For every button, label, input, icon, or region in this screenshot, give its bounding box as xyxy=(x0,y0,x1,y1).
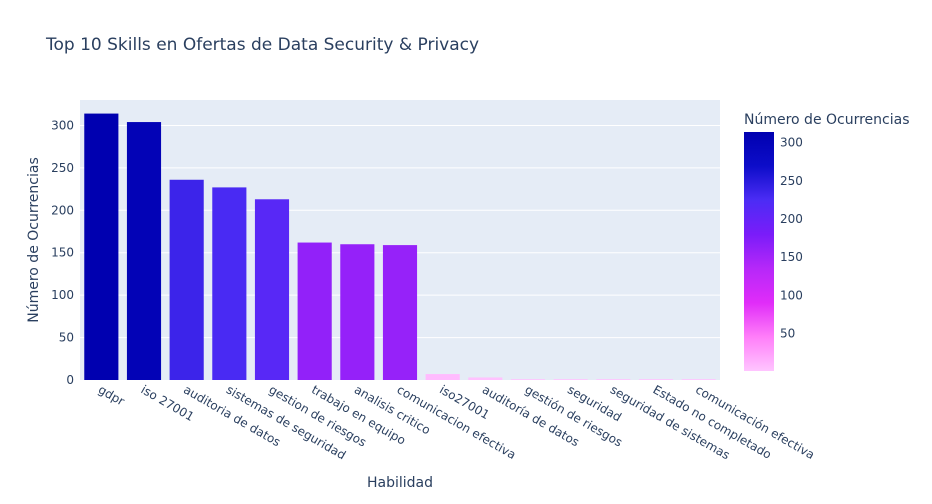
y-tick-label: 50 xyxy=(59,331,74,345)
colorbar-gradient xyxy=(744,132,774,371)
y-tick-label: 250 xyxy=(51,161,74,175)
bar[interactable] xyxy=(596,379,631,380)
bar[interactable] xyxy=(382,245,418,380)
colorbar-title: Número de Ocurrencias xyxy=(744,112,910,128)
y-tick-label: 200 xyxy=(51,203,74,217)
bar[interactable] xyxy=(340,244,375,380)
bar[interactable] xyxy=(212,187,247,380)
colorbar-tick-label: 150 xyxy=(780,250,803,264)
bar[interactable] xyxy=(425,374,460,380)
bar[interactable] xyxy=(254,199,290,380)
bar[interactable] xyxy=(468,377,503,380)
colorbar-tick-label: 50 xyxy=(780,327,795,341)
bar[interactable] xyxy=(638,379,674,380)
bar[interactable] xyxy=(297,242,332,380)
y-axis-title: Número de Ocurrencias xyxy=(26,157,42,323)
x-axis-title: Habilidad xyxy=(367,475,433,491)
y-axis-ticks: 0 50 100 150 200 250 300 xyxy=(51,118,74,387)
colorbar: Número de Ocurrencias 50 100 150 200 250 300 xyxy=(744,112,910,371)
y-tick-label: 150 xyxy=(51,246,74,260)
colorbar-tick-label: 300 xyxy=(780,136,803,150)
bar[interactable] xyxy=(84,113,119,381)
colorbar-tick-label: 100 xyxy=(780,288,803,302)
bar[interactable] xyxy=(169,179,204,380)
colorbar-tick-label: 250 xyxy=(780,174,803,188)
colorbar-ticks: 50 100 150 200 250 300 xyxy=(780,136,803,341)
bar[interactable] xyxy=(126,122,162,380)
colorbar-tick-label: 200 xyxy=(780,212,803,226)
bars xyxy=(84,113,716,381)
y-tick-label: 100 xyxy=(51,288,74,302)
bar[interactable] xyxy=(510,379,546,380)
chart-title: Top 10 Skills en Ofertas de Data Securit… xyxy=(45,35,479,55)
y-tick-label: 300 xyxy=(51,118,74,132)
y-tick-label: 0 xyxy=(66,373,74,387)
bar[interactable] xyxy=(681,379,716,380)
bar[interactable] xyxy=(553,379,588,380)
x-tick-label: gdpr xyxy=(96,382,127,408)
